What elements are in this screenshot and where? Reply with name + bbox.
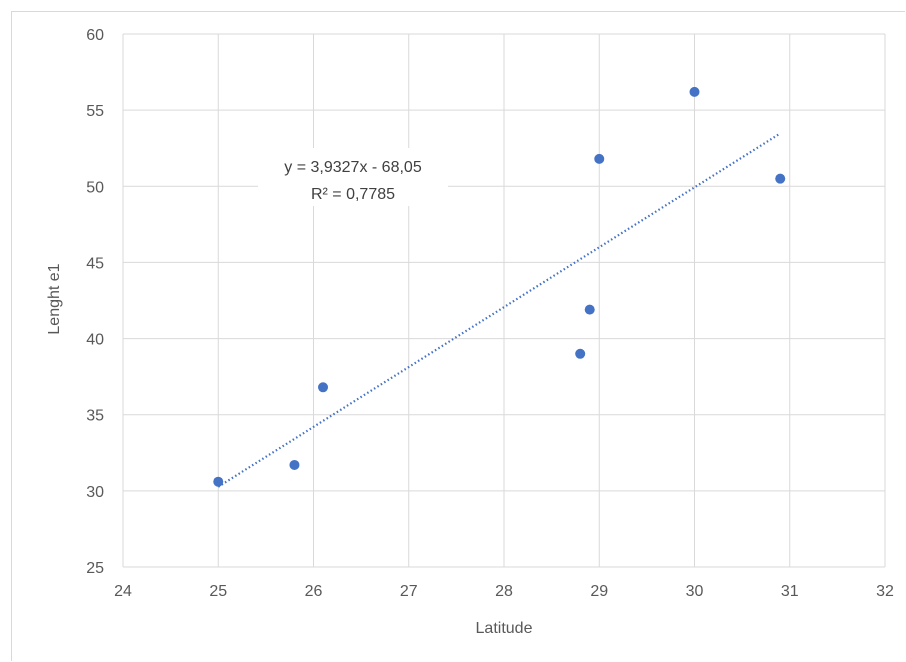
x-tick-label: 28 (495, 583, 513, 600)
data-point (318, 382, 329, 393)
x-tick-label: 32 (876, 583, 894, 600)
y-axis-title: Lenght e1 (46, 263, 63, 334)
trendline-equation: y = 3,9327x - 68,05 (284, 159, 422, 176)
y-tick-label: 55 (86, 103, 104, 120)
y-tick-label: 30 (86, 484, 104, 501)
y-tick-label: 50 (86, 179, 104, 196)
x-tick-label: 31 (781, 583, 799, 600)
data-point (289, 459, 300, 470)
data-point (775, 173, 786, 184)
tick-labels: 24 25 26 27 28 29 30 31 32 25 30 35 40 45 50 55 60 (86, 27, 894, 600)
x-tick-label: 26 (305, 583, 323, 600)
trendline (217, 132, 781, 488)
equation-background (258, 148, 448, 206)
x-tick-label: 29 (590, 583, 608, 600)
data-point (689, 86, 700, 97)
data-points (213, 86, 786, 487)
gridlines (122, 33, 886, 568)
x-tick-label: 25 (209, 583, 227, 600)
y-tick-label: 35 (86, 408, 104, 425)
x-tick-label: 27 (400, 583, 418, 600)
trendline-r-squared: R² = 0,7785 (311, 186, 395, 203)
y-tick-label: 40 (86, 332, 104, 349)
data-point (213, 476, 224, 487)
chart-frame (11, 11, 905, 661)
data-point (584, 304, 595, 315)
trendline-equation-box: y = 3,9327x - 68,05 R² = 0,7785 (258, 148, 448, 206)
x-tick-label: 30 (686, 583, 704, 600)
y-tick-label: 25 (86, 560, 104, 577)
y-tick-label: 45 (86, 255, 104, 272)
y-tick-label: 60 (86, 27, 104, 44)
data-point (575, 348, 586, 359)
x-tick-label: 24 (114, 583, 132, 600)
data-point (594, 153, 605, 164)
x-axis-title: Latitude (476, 620, 533, 637)
trendline-layer (217, 132, 781, 488)
